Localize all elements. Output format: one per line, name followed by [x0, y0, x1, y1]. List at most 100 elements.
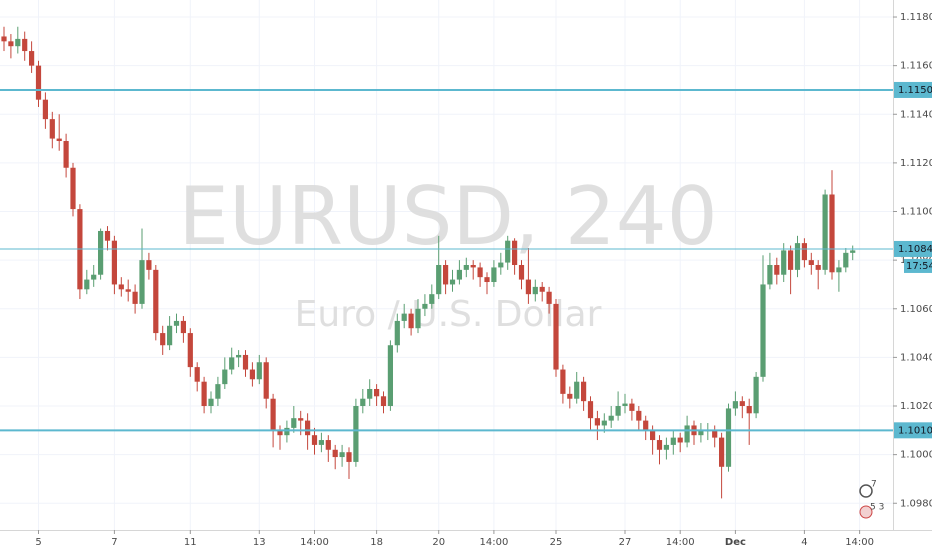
candle-body: [684, 425, 690, 443]
candle-body: [815, 265, 821, 270]
candle-body: [463, 265, 469, 270]
candle-body: [201, 381, 207, 407]
candle-body: [518, 265, 525, 280]
candle-body: [208, 398, 214, 407]
candle-body: [353, 406, 359, 462]
x-tick-label: 14:00: [300, 537, 329, 548]
candle-body: [491, 267, 497, 283]
candle-body: [146, 260, 152, 270]
candle-body: [574, 381, 580, 399]
grid: [0, 0, 893, 530]
y-tick-label: 1.10600: [900, 304, 932, 315]
candle-body: [663, 444, 670, 450]
candle-body: [187, 333, 193, 368]
candle-body: [594, 418, 601, 426]
candle-body: [615, 406, 621, 416]
candle-body: [650, 430, 656, 441]
candle-body: [153, 269, 159, 334]
candle-body: [367, 388, 373, 399]
candle-body: [670, 437, 676, 445]
x-tick-label: 25: [550, 537, 563, 548]
candle-body: [249, 369, 256, 380]
candle-body: [484, 277, 490, 283]
candle-body: [422, 303, 428, 309]
candle-body: [415, 308, 421, 329]
candle-body: [470, 265, 476, 268]
candle-body: [284, 427, 290, 436]
watermark-title: EURUSD, 240: [178, 170, 717, 263]
axes: 1.11800 1.11600 1.11400 1.11200 1.11000 1.108…: [35, 12, 932, 548]
candle-body: [111, 240, 118, 285]
candle-body: [788, 250, 794, 270]
x-tick-label: 20: [432, 537, 445, 548]
candle-body: [739, 401, 745, 407]
marker-label: 7: [871, 480, 877, 490]
x-tick-label: 14:00: [845, 537, 874, 548]
candle-body: [139, 260, 145, 304]
plot: [0, 26, 893, 499]
candle-body: [8, 41, 14, 47]
candle-body: [84, 279, 90, 290]
candle-body: [553, 303, 559, 370]
marker-label: 5 3: [870, 503, 884, 513]
candle-body: [760, 284, 766, 377]
candle-body: [236, 354, 242, 358]
candle-body: [656, 440, 663, 450]
candle-body: [781, 250, 787, 275]
x-tick-label: 11: [184, 537, 197, 548]
x-tick-label: 5: [35, 537, 41, 548]
candle-body: [305, 420, 311, 436]
candle-body: [311, 435, 318, 445]
candle-body: [622, 403, 628, 407]
candle-body: [215, 384, 221, 399]
candle-body: [746, 406, 752, 414]
candle-body: [70, 167, 76, 210]
candle-body: [456, 269, 463, 280]
candle-body: [429, 294, 435, 304]
candle-body: [263, 362, 269, 399]
candle-body: [498, 262, 504, 268]
candle-body: [636, 410, 642, 421]
price-line-label: 1.10846: [898, 244, 932, 255]
candle-body: [587, 401, 594, 419]
candle-body: [560, 369, 566, 394]
candle-body: [822, 194, 828, 270]
horizontal-line-label: 1.10100: [898, 425, 932, 436]
candle-body: [270, 398, 276, 431]
x-tick-label: 4: [801, 537, 807, 548]
candle-body: [318, 440, 325, 445]
candle-body: [512, 240, 518, 265]
candle-body: [629, 403, 635, 411]
x-tick-label: 18: [370, 537, 383, 548]
candle-body: [698, 430, 704, 436]
candle-body: [829, 194, 835, 273]
candle-body: [360, 398, 366, 407]
candle-body: [56, 138, 62, 142]
candle-body: [173, 320, 180, 326]
candle-body: [436, 265, 442, 295]
horizontal-line-box: [894, 81, 932, 98]
candle-body: [608, 415, 614, 421]
candle-body: [91, 274, 97, 280]
candle-body: [167, 325, 173, 346]
candle-body: [332, 449, 338, 458]
y-tick-label: 1.11800: [900, 12, 932, 23]
candle-body: [49, 119, 55, 139]
candle-body: [35, 65, 42, 100]
candle-body: [477, 267, 483, 278]
candle-body: [346, 452, 352, 462]
candle-body: [374, 388, 380, 397]
candle-body: [160, 333, 166, 346]
candle-body: [539, 286, 545, 292]
y-tick-label: 1.09800: [900, 498, 932, 509]
candle-body: [546, 291, 552, 304]
candle-body: [774, 265, 780, 275]
candle-body: [567, 393, 573, 399]
price-line-box: [894, 240, 932, 257]
candle-body: [719, 437, 725, 467]
candle-body: [601, 420, 607, 426]
candle-body: [194, 367, 200, 382]
candle-body: [850, 250, 856, 253]
candle-body: [801, 243, 808, 261]
y-tick-label: 1.10000: [900, 450, 932, 461]
